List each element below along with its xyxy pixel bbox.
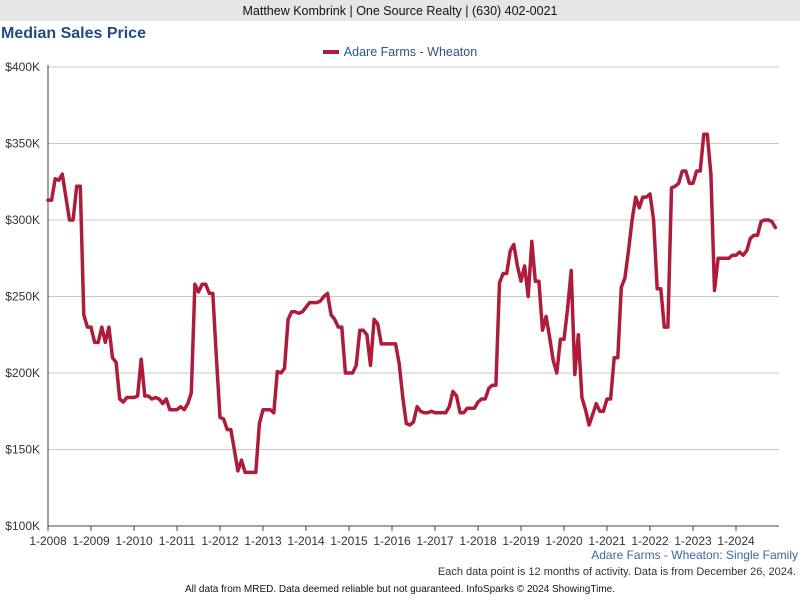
x-tick-label: 1-2016 <box>373 534 411 548</box>
agent-header-bar: Matthew Kombrink | One Source Realty | (… <box>0 0 800 21</box>
x-tick-label: 1-2022 <box>631 534 669 548</box>
x-tick-label: 1-2019 <box>502 534 540 548</box>
x-tick-label: 1-2020 <box>545 534 583 548</box>
chart-title: Median Sales Price <box>1 25 146 42</box>
x-tick-label: 1-2012 <box>201 534 239 548</box>
y-tick-label: $400K <box>5 60 40 74</box>
x-tick-label: 1-2018 <box>459 534 497 548</box>
x-tick-label: 1-2013 <box>244 534 282 548</box>
footer-disclaimer: All data from MRED. Data deemed reliable… <box>184 584 615 595</box>
y-axis-tick-labels: $100K $150K $200K $250K $300K $350K $400K <box>5 60 40 533</box>
x-tick-label: 1-2008 <box>29 534 67 548</box>
y-tick-label: $250K <box>5 290 40 304</box>
series-layer <box>46 132 778 475</box>
y-tick-label: $300K <box>5 213 40 227</box>
data-note: Each data point is 12 months of activity… <box>437 566 796 578</box>
chart-legend: Adare Farms - Wheaton <box>0 45 800 59</box>
x-tick-label: 1-2017 <box>416 534 454 548</box>
x-tick-label: 1-2014 <box>287 534 325 548</box>
y-tick-label: $350K <box>5 137 40 151</box>
legend-swatch-icon <box>322 50 339 54</box>
x-tick-label: 1-2011 <box>159 534 196 548</box>
axes <box>47 65 779 531</box>
y-tick-label: $200K <box>5 366 40 380</box>
x-tick-label: 1-2021 <box>588 534 626 548</box>
x-tick-label: 1-2024 <box>717 534 755 548</box>
chart-caption: Adare Farms - Wheaton: Single Family <box>591 548 798 562</box>
agent-contact-line: Matthew Kombrink | One Source Realty | (… <box>242 3 558 18</box>
y-tick-label: $150K <box>5 443 40 457</box>
x-tick-label: 1-2010 <box>115 534 153 548</box>
gridlines <box>48 66 779 527</box>
x-tick-label: 1-2009 <box>72 534 110 548</box>
x-tick-label: 1-2015 <box>330 534 368 548</box>
y-tick-label: $100K <box>5 519 40 533</box>
x-axis-tick-labels: 1-2008 1-2009 1-2010 1-2011 1-2012 1-2013 1-20… <box>29 534 755 548</box>
legend-label: Adare Farms - Wheaton <box>343 45 478 59</box>
x-tick-label: 1-2023 <box>674 534 712 548</box>
series-line <box>46 132 778 475</box>
